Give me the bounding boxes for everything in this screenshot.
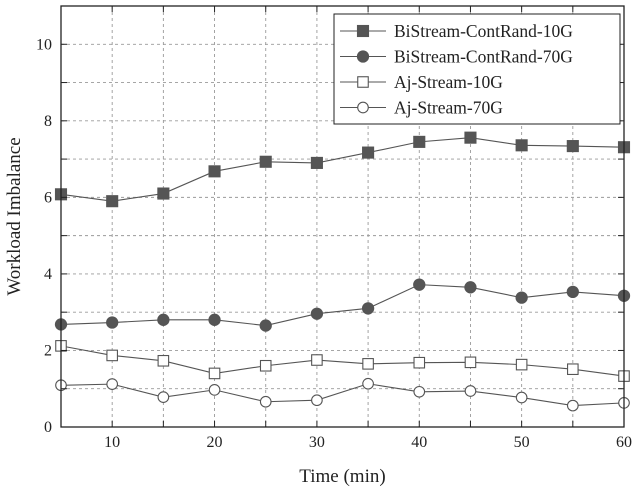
x-tick-label: 10 bbox=[104, 434, 120, 451]
legend-item: BiStream-ContRand-10G bbox=[340, 21, 573, 41]
series-4 bbox=[55, 377, 630, 412]
data-point bbox=[362, 358, 374, 370]
x-tick-label: 20 bbox=[207, 434, 223, 451]
legend-swatch-marker bbox=[356, 50, 370, 63]
data-point bbox=[515, 391, 528, 404]
x-tick-label: 30 bbox=[309, 434, 325, 451]
y-tick-label: 10 bbox=[36, 36, 52, 53]
data-point bbox=[566, 399, 579, 412]
data-point bbox=[157, 187, 170, 200]
legend-label: BiStream-ContRand-70G bbox=[394, 47, 573, 67]
plot-frame bbox=[60, 5, 625, 428]
series-line bbox=[60, 383, 625, 407]
data-point bbox=[259, 155, 272, 168]
data-point bbox=[566, 140, 579, 153]
legend-box bbox=[333, 13, 621, 125]
y-axis-label: Workload Imbalance bbox=[4, 137, 25, 295]
data-point bbox=[208, 313, 221, 326]
data-point bbox=[311, 394, 323, 407]
series-line bbox=[60, 284, 625, 327]
data-point bbox=[106, 378, 119, 390]
data-point bbox=[310, 307, 324, 320]
data-point bbox=[515, 291, 528, 304]
data-point bbox=[413, 135, 426, 148]
data-point bbox=[464, 131, 477, 144]
data-point bbox=[310, 156, 323, 169]
data-point bbox=[208, 165, 221, 178]
data-point bbox=[515, 139, 528, 152]
data-point bbox=[259, 319, 272, 332]
axis-ticks: 0 2 4 6 8 10 10 20 30 40 50 60 bbox=[36, 6, 632, 451]
series-1 bbox=[54, 131, 631, 208]
x-axis-label: Time (min) bbox=[299, 466, 385, 487]
data-point bbox=[259, 395, 272, 408]
data-point bbox=[157, 391, 170, 403]
data-point bbox=[464, 281, 477, 294]
legend-swatch-marker bbox=[357, 101, 369, 114]
x-tick-label: 60 bbox=[616, 434, 632, 451]
data-point bbox=[413, 356, 426, 369]
y-tick-label: 2 bbox=[44, 342, 52, 359]
series-layer bbox=[54, 131, 631, 412]
legend-label: Aj-Stream-70G bbox=[394, 98, 503, 118]
data-point bbox=[157, 313, 170, 326]
data-point bbox=[413, 278, 426, 291]
data-point bbox=[311, 354, 323, 366]
data-point bbox=[567, 363, 579, 376]
data-point bbox=[515, 358, 528, 371]
data-point bbox=[259, 359, 272, 372]
data-point bbox=[362, 377, 374, 390]
x-tick-label: 40 bbox=[411, 434, 427, 451]
data-point bbox=[106, 195, 119, 208]
data-point bbox=[208, 367, 221, 380]
legend-item: Aj-Stream-70G bbox=[340, 98, 503, 118]
data-point bbox=[157, 354, 170, 367]
data-point bbox=[362, 146, 375, 159]
series-3 bbox=[55, 340, 630, 382]
series-2 bbox=[54, 278, 631, 332]
data-point bbox=[208, 384, 221, 396]
data-point bbox=[106, 316, 119, 329]
data-point bbox=[566, 285, 579, 299]
legend-item: BiStream-ContRand-70G bbox=[340, 47, 573, 67]
legend-label: Aj-Stream-10G bbox=[394, 72, 503, 92]
data-point bbox=[361, 302, 375, 315]
data-point bbox=[464, 356, 477, 369]
legend-label: BiStream-ContRand-10G bbox=[394, 21, 573, 41]
data-point bbox=[464, 385, 477, 397]
legend-swatch-marker bbox=[357, 76, 369, 88]
data-point bbox=[413, 385, 426, 398]
legend-item: Aj-Stream-10G bbox=[340, 72, 503, 92]
data-point bbox=[106, 349, 118, 362]
y-tick-label: 8 bbox=[44, 113, 52, 130]
series-line bbox=[60, 345, 625, 377]
y-tick-label: 4 bbox=[44, 266, 52, 283]
legend: BiStream-ContRand-10G BiStream-ContRand-7… bbox=[333, 13, 621, 125]
legend-swatch-marker bbox=[356, 24, 370, 38]
y-tick-label: 0 bbox=[44, 419, 52, 436]
series-line bbox=[60, 137, 625, 202]
x-tick-label: 50 bbox=[514, 434, 530, 451]
y-tick-label: 6 bbox=[44, 189, 52, 206]
